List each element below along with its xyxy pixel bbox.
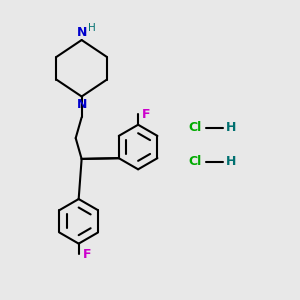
Text: F: F bbox=[142, 108, 151, 121]
Text: H: H bbox=[226, 121, 236, 134]
Text: H: H bbox=[88, 23, 96, 34]
Text: H: H bbox=[226, 155, 236, 168]
Text: F: F bbox=[82, 248, 91, 260]
Text: N: N bbox=[76, 98, 87, 111]
Text: Cl: Cl bbox=[189, 121, 202, 134]
Text: N: N bbox=[76, 26, 87, 38]
Text: Cl: Cl bbox=[189, 155, 202, 168]
